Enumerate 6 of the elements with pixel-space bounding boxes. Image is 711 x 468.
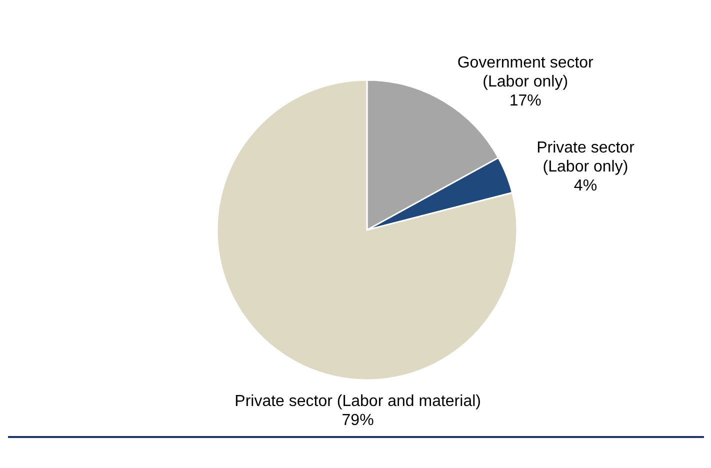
slice-label: Government sector (Labor only) xyxy=(457,54,594,91)
data-label: 17% xyxy=(509,92,542,110)
slice-label: Private sector (Labor and material) xyxy=(234,393,481,410)
data-label: 79% xyxy=(342,412,374,429)
data-label: 4% xyxy=(574,178,598,194)
slice-label: Private sector (Labor only) xyxy=(536,140,636,176)
